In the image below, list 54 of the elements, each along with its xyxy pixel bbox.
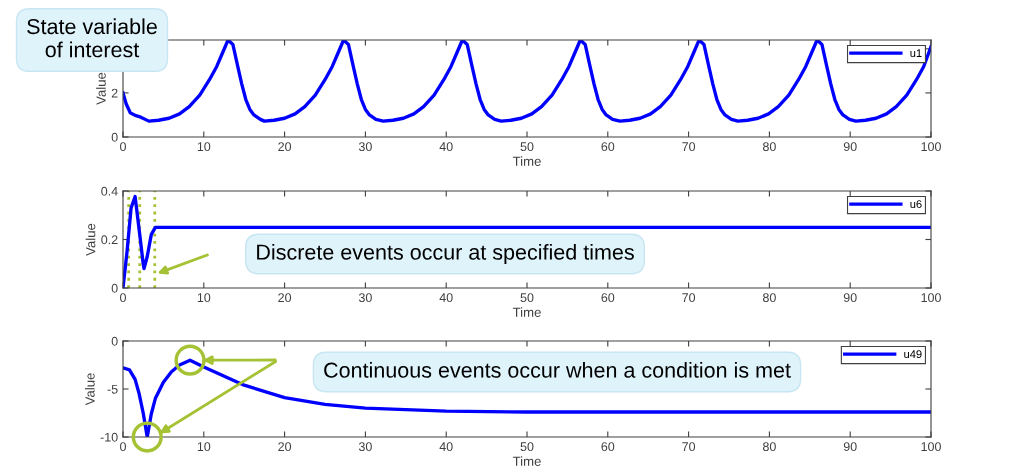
annotation: Continuous events occur when a condition is met: [324, 361, 791, 378]
x-tick-label: 30: [358, 442, 372, 452]
x-tick-label: 10: [197, 142, 211, 152]
y-tick-label: 0.2: [101, 235, 118, 245]
x-tick-label: 0: [120, 442, 126, 452]
x-tick-label: 80: [762, 142, 776, 152]
x-tick-label: 40: [439, 142, 453, 152]
y-tick-label: -5: [107, 384, 118, 394]
x-tick-label: 80: [762, 293, 776, 303]
x-tick-label: 0: [120, 293, 126, 303]
x-tick-label: 100: [921, 142, 941, 152]
x-tick-label: 40: [439, 293, 453, 303]
x-tick-label: 50: [520, 442, 534, 452]
y-tick-label: -10: [100, 432, 118, 442]
annotation: State variable of interest: [27, 18, 157, 58]
x-axis-title: Time: [512, 156, 541, 166]
x-tick-label: 10: [197, 293, 211, 303]
legend-label: u49: [904, 350, 922, 359]
x-tick-label: 60: [601, 293, 615, 303]
x-tick-label: 60: [601, 442, 615, 452]
legend-label: u6: [910, 200, 922, 209]
x-tick-label: 10: [197, 442, 211, 452]
x-tick-label: 50: [520, 142, 534, 152]
x-tick-label: 100: [921, 442, 941, 452]
legend-label: u1: [910, 49, 922, 58]
x-tick-label: 20: [278, 293, 292, 303]
y-tick-label: 0: [111, 283, 118, 293]
x-tick-label: 60: [601, 142, 615, 152]
x-tick-label: 20: [278, 442, 292, 452]
x-tick-label: 80: [762, 442, 776, 452]
y-axis-title: Value: [85, 373, 95, 406]
x-tick-label: 30: [358, 293, 372, 303]
y-axis-title: Value: [85, 223, 96, 256]
x-axis-title: Time: [512, 307, 541, 317]
x-tick-label: 70: [682, 293, 696, 303]
x-tick-label: 70: [682, 142, 696, 152]
y-tick-label: 0: [111, 336, 118, 346]
annotation: Discrete events occur at specified times: [257, 243, 634, 265]
x-tick-label: 90: [843, 442, 857, 452]
x-axis-title: Time: [512, 456, 541, 466]
y-axis-title: Value: [96, 72, 106, 105]
y-tick-label: 0.4: [101, 186, 118, 196]
x-tick-label: 90: [843, 142, 857, 152]
x-tick-label: 50: [520, 293, 534, 303]
x-tick-label: 100: [921, 293, 941, 303]
x-tick-label: 90: [843, 293, 857, 303]
x-tick-label: 0: [120, 142, 126, 152]
y-tick-label: 2: [111, 88, 118, 98]
x-tick-label: 40: [439, 442, 453, 452]
line-series: [123, 194, 931, 288]
x-tick-label: 70: [682, 442, 696, 452]
y-tick-label: 0: [111, 132, 118, 142]
x-tick-label: 20: [278, 142, 292, 152]
x-tick-label: 30: [358, 142, 372, 152]
